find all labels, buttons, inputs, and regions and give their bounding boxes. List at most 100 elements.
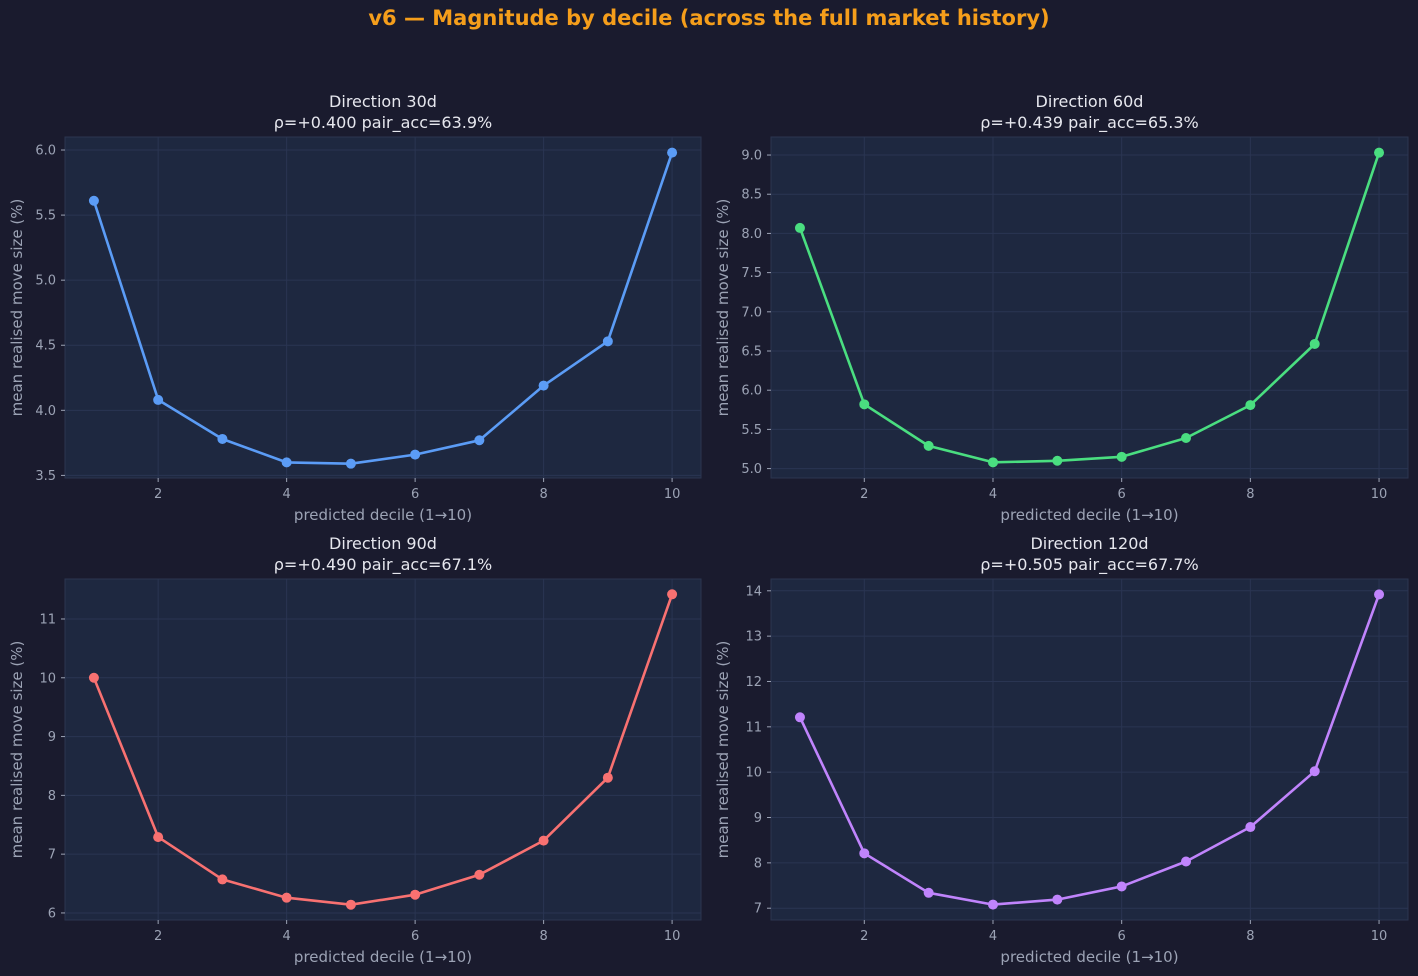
y-tick-label: 7 <box>754 902 762 917</box>
chart-panel-direction-90d: 2 4 6 8 10 6 7 8 9 10 11 Direction 90d ρ=+0.490 pair… <box>8 534 702 966</box>
x-axis-label: predicted decile (1→10) <box>1000 506 1178 524</box>
y-tick-label: 11 <box>39 612 56 627</box>
data-point <box>987 457 998 468</box>
x-tick-label: 4 <box>282 487 290 502</box>
plot-area <box>64 136 702 479</box>
x-axis-label: predicted decile (1→10) <box>294 948 472 966</box>
data-point <box>859 848 870 859</box>
data-point <box>667 147 678 158</box>
y-axis-label: mean realised move size (%) <box>714 641 732 859</box>
y-tick-label: 5.5 <box>741 423 762 438</box>
data-point <box>538 380 549 391</box>
data-point <box>88 672 99 683</box>
panel-subtitle: ρ=+0.400 pair_acc=63.9% <box>274 113 492 133</box>
chart-panel-direction-60d: 2 4 6 8 10 5.0 5.5 6.0 6.5 7.0 7.5 8.0 8.5 9.0 Directi… <box>714 92 1409 524</box>
panel-title: Direction 60d <box>1036 92 1144 111</box>
data-point <box>794 712 805 723</box>
x-tick-label: 8 <box>1246 487 1254 502</box>
data-point <box>281 892 292 903</box>
y-tick-label: 9 <box>754 811 762 826</box>
x-tick-label: 10 <box>1371 929 1388 944</box>
y-tick-label: 12 <box>745 675 762 690</box>
x-tick-label: 10 <box>1371 487 1388 502</box>
x-axis-label: predicted decile (1→10) <box>1000 948 1178 966</box>
x-axis-label: predicted decile (1→10) <box>294 506 472 524</box>
y-tick-label: 9 <box>48 730 56 745</box>
x-tick-label: 2 <box>154 929 162 944</box>
data-point <box>410 889 421 900</box>
data-point <box>153 832 164 843</box>
x-tick-label: 6 <box>411 487 419 502</box>
data-point <box>1052 455 1063 466</box>
y-tick-label: 6.5 <box>741 345 762 360</box>
panel-title: Direction 90d <box>329 534 437 553</box>
y-tick-label: 6.0 <box>741 384 762 399</box>
y-tick-label: 10 <box>745 766 762 781</box>
data-point <box>923 887 934 898</box>
y-tick-label: 6 <box>48 906 56 921</box>
y-tick-label: 9.0 <box>741 149 762 164</box>
data-point <box>217 874 228 885</box>
x-tick-label: 4 <box>989 487 997 502</box>
y-tick-label: 7.0 <box>741 305 762 320</box>
plot-area <box>64 578 702 921</box>
figure-title: v6 — Magnitude by decile (across the ful… <box>368 6 1050 30</box>
x-tick-label: 6 <box>1118 929 1126 944</box>
data-point <box>1116 881 1127 892</box>
data-point <box>1181 433 1192 444</box>
x-tick-label: 4 <box>282 929 290 944</box>
x-tick-label: 2 <box>860 487 868 502</box>
y-tick-label: 8 <box>48 789 56 804</box>
y-tick-label: 13 <box>745 630 762 645</box>
x-tick-label: 8 <box>539 487 547 502</box>
y-tick-label: 7.5 <box>741 266 762 281</box>
y-tick-label: 5.0 <box>35 274 56 289</box>
y-tick-label: 11 <box>745 720 762 735</box>
data-point <box>859 399 870 410</box>
panel-subtitle: ρ=+0.505 pair_acc=67.7% <box>980 555 1198 575</box>
data-point <box>345 458 356 469</box>
data-point <box>1309 766 1320 777</box>
data-point <box>538 835 549 846</box>
data-point <box>1116 451 1127 462</box>
x-tick-label: 8 <box>539 929 547 944</box>
y-tick-label: 5.0 <box>741 462 762 477</box>
data-point <box>667 589 678 600</box>
data-point <box>88 195 99 206</box>
data-point <box>1245 400 1256 411</box>
data-point <box>1374 147 1385 158</box>
data-point <box>602 336 613 347</box>
y-tick-label: 5.5 <box>35 209 56 224</box>
plot-area <box>770 578 1409 921</box>
y-axis-label: mean realised move size (%) <box>8 199 26 417</box>
x-tick-label: 6 <box>411 929 419 944</box>
data-point <box>345 899 356 910</box>
y-tick-label: 8.5 <box>741 188 762 203</box>
plot-area <box>770 136 1409 479</box>
data-point <box>1309 338 1320 349</box>
y-tick-label: 4.5 <box>35 339 56 354</box>
series-line <box>798 152 1381 464</box>
data-point <box>153 394 164 405</box>
y-tick-label: 6.0 <box>35 144 56 159</box>
series-line <box>92 152 674 466</box>
chart-panel-direction-120d: 2 4 6 8 10 7 8 9 10 11 12 13 14 Direction 120d ρ=+0.50… <box>714 534 1409 966</box>
data-point <box>794 222 805 233</box>
x-tick-label: 6 <box>1118 487 1126 502</box>
y-axis-label: mean realised move size (%) <box>8 641 26 859</box>
x-tick-label: 4 <box>989 929 997 944</box>
x-tick-label: 2 <box>860 929 868 944</box>
panel-title: Direction 30d <box>329 92 437 111</box>
data-point <box>217 433 228 444</box>
data-point <box>1374 589 1385 600</box>
data-point <box>474 435 485 446</box>
x-tick-label: 2 <box>154 487 162 502</box>
series-line <box>92 593 674 907</box>
y-tick-label: 7 <box>48 848 56 863</box>
data-point <box>281 457 292 468</box>
x-tick-label: 10 <box>664 929 681 944</box>
x-tick-label: 10 <box>664 487 681 502</box>
data-point <box>923 440 934 451</box>
data-point <box>410 449 421 460</box>
